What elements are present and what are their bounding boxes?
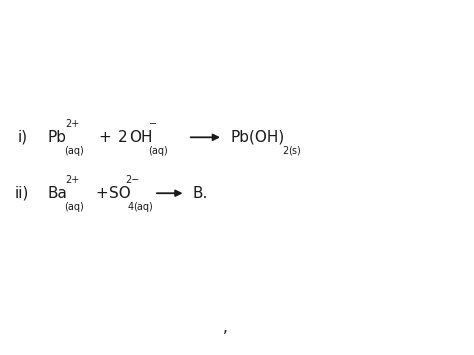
Text: Ba: Ba — [47, 186, 67, 201]
Text: SO: SO — [109, 186, 131, 201]
Text: OH: OH — [129, 130, 153, 145]
Text: −: − — [149, 119, 157, 129]
Text: ii): ii) — [15, 186, 29, 201]
Text: (aq): (aq) — [64, 146, 84, 155]
Text: (aq): (aq) — [133, 202, 153, 212]
Text: 2: 2 — [118, 130, 127, 145]
Text: Pb: Pb — [47, 130, 66, 145]
Text: +: + — [95, 186, 108, 201]
Text: 4: 4 — [128, 202, 134, 212]
Text: Pb(OH): Pb(OH) — [231, 130, 285, 145]
Text: 2+: 2+ — [65, 119, 80, 129]
Text: 2: 2 — [282, 146, 288, 155]
Text: (s): (s) — [289, 146, 301, 155]
Text: 2−: 2− — [126, 175, 140, 185]
Text: (aq): (aq) — [64, 202, 84, 212]
Text: ,: , — [223, 320, 228, 335]
Text: B.: B. — [193, 186, 209, 201]
Text: 2+: 2+ — [65, 175, 80, 185]
Text: +: + — [99, 130, 111, 145]
Text: i): i) — [18, 130, 28, 145]
Text: (aq): (aq) — [148, 146, 168, 155]
